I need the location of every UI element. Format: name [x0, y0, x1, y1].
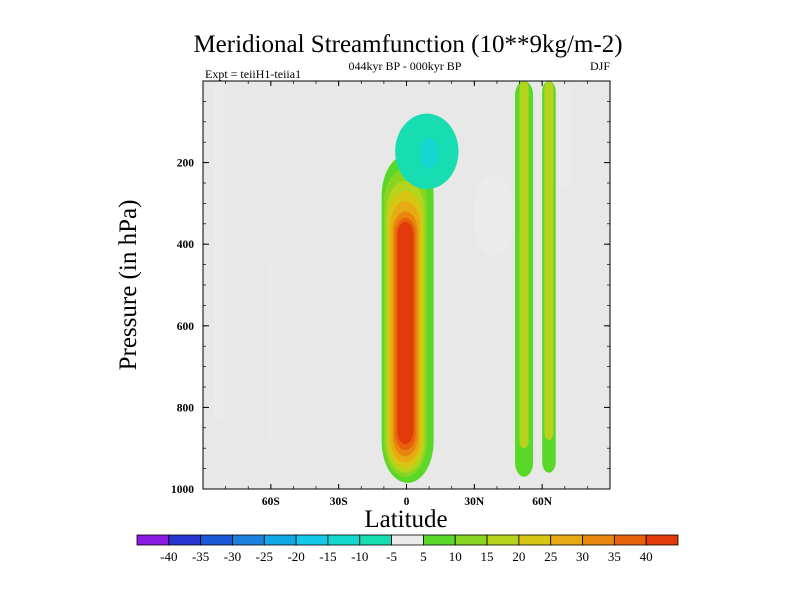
colorbar-tick-label: 25 [544, 549, 557, 564]
contour-polar-positive-core [544, 81, 554, 441]
colorbar-swatch [295, 534, 329, 546]
contour-southern-strip-west [214, 81, 224, 420]
season-label: DJF [590, 59, 610, 73]
colorbar-tick-label: 15 [481, 549, 494, 564]
colorbar-swatch [518, 534, 552, 546]
colorbar-swatch [550, 534, 583, 546]
colorbar-swatch [136, 534, 170, 546]
colorbar-tick-label: -35 [192, 549, 209, 564]
contour-tropical-cell-core [397, 221, 414, 445]
x-axis-label: Latitude [364, 506, 447, 533]
x-tick-label: 60N [532, 496, 553, 508]
expt-label: Expt = teiiH1-teiia1 [205, 67, 301, 81]
colorbar: -40 -35 -30 -25 -20 -15 -10 -5 5 10 15 20 25 30 35 40 [136, 534, 679, 564]
colorbar-swatch [454, 534, 488, 546]
colorbar-tick-label: 10 [449, 549, 462, 564]
x-tick-label: 30N [464, 496, 485, 508]
colorbar-tick-label: -25 [256, 549, 273, 564]
contour-northern-ribbons-neg [474, 174, 513, 257]
y-tick-label: 1000 [171, 484, 194, 496]
colorbar-swatch [613, 534, 647, 546]
colorbar-tick-label: -20 [287, 549, 304, 564]
colorbar-swatch [327, 534, 361, 546]
y-tick-label: 200 [177, 158, 195, 170]
contour-northern-band-east [557, 81, 572, 188]
colorbar-swatch [263, 534, 297, 546]
colorbar-tick-label: -30 [224, 549, 241, 564]
x-tick-label: 0 [404, 496, 410, 508]
colorbar-tick-label: 30 [576, 549, 589, 564]
colorbar-swatch [645, 534, 679, 546]
colorbar-tick-label: -40 [160, 549, 177, 564]
colorbar-swatch [391, 534, 424, 546]
colorbar-swatch [232, 534, 265, 546]
colorbar-tick-label: 40 [640, 549, 653, 564]
contour-field [214, 81, 572, 483]
colorbar-swatch [486, 534, 520, 546]
x-tick-label: 60S [262, 496, 280, 508]
period-label: 044kyr BP - 000kyr BP [349, 59, 462, 73]
plot-frame [202, 80, 611, 490]
colorbar-tick-label: 5 [420, 549, 427, 564]
colorbar-tick-label: -10 [351, 549, 368, 564]
y-axis-label: Pressure (in hPa) [115, 200, 142, 371]
colorbar-swatch [423, 534, 456, 546]
y-tick-label: 800 [177, 402, 195, 414]
y-tick-label: 600 [177, 321, 195, 333]
colorbar-tick-label: -15 [319, 549, 336, 564]
colorbar-swatch [359, 534, 392, 546]
contour-upper-negative-core [420, 138, 439, 169]
x-tick-label: 30S [330, 496, 348, 508]
colorbar-tick-label: 35 [608, 549, 621, 564]
colorbar-swatch [168, 534, 202, 546]
y-tick-label: 400 [177, 239, 195, 251]
contour-southern-strip-east [268, 260, 274, 441]
colorbar-tick-label: 20 [512, 549, 525, 564]
colorbar-swatch [200, 534, 233, 546]
colorbar-tick-label: -5 [386, 549, 397, 564]
chart-title: Meridional Streamfunction (10**9kg/m-2) [193, 31, 622, 58]
axis-ticks: 60S 30S 0 30N 60N 200 400 600 800 1000 [171, 80, 611, 508]
contour-midlatitude-positive-core [519, 81, 529, 449]
colorbar-swatch [582, 534, 615, 546]
